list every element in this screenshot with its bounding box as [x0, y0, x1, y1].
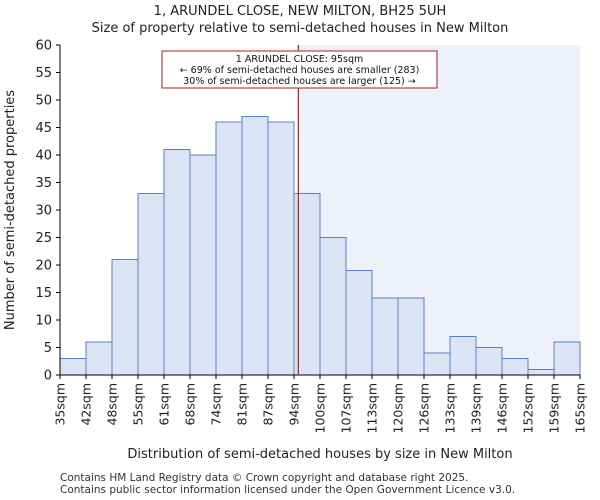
y-tick-label-0: 0 — [44, 369, 52, 384]
bar-42sqm — [85, 341, 113, 376]
y-tick-label-45: 45 — [35, 121, 52, 136]
x-tick-label-152sqm: 152sqm — [521, 383, 536, 433]
y-tick-label-15: 15 — [35, 286, 52, 301]
y-tick-label-50: 50 — [35, 94, 52, 109]
bar-35sqm — [59, 358, 87, 376]
x-tick-label-55sqm: 55sqm — [131, 383, 146, 426]
x-tick-label-68sqm: 68sqm — [183, 383, 198, 426]
bar-126sqm — [423, 352, 451, 376]
bar-48sqm — [111, 259, 139, 376]
x-tick-label-35sqm: 35sqm — [53, 383, 68, 426]
bar-81sqm — [241, 116, 269, 376]
y-tick-label-10: 10 — [35, 314, 52, 329]
x-tick-label-159sqm: 159sqm — [547, 383, 562, 433]
x-tick-label-139sqm: 139sqm — [469, 383, 484, 433]
y-tick-label-25: 25 — [35, 231, 52, 246]
x-tick-label-126sqm: 126sqm — [417, 383, 432, 433]
bar-100sqm — [319, 237, 347, 376]
annotation-box — [161, 50, 438, 89]
x-tick-label-87sqm: 87sqm — [261, 383, 276, 426]
bar-68sqm — [189, 154, 217, 376]
footer-line-1: Contains HM Land Registry data © Crown c… — [60, 472, 469, 484]
y-tick-label-40: 40 — [35, 149, 52, 164]
x-tick-label-100sqm: 100sqm — [313, 383, 328, 433]
x-axis-label: Distribution of semi-detached houses by … — [127, 447, 512, 462]
x-tick-label-165sqm: 165sqm — [573, 383, 588, 433]
x-tick-label-61sqm: 61sqm — [157, 383, 172, 426]
y-axis-label: Number of semi-detached properties — [3, 90, 18, 330]
y-tick-label-20: 20 — [35, 259, 52, 274]
annotation-line-3: 30% of semi-detached houses are larger (… — [183, 76, 416, 87]
x-tick-label-133sqm: 133sqm — [443, 383, 458, 433]
x-tick-label-81sqm: 81sqm — [235, 383, 250, 426]
x-tick-label-74sqm: 74sqm — [209, 383, 224, 426]
x-tick-label-113sqm: 113sqm — [365, 383, 380, 433]
chart-title: 1, ARUNDEL CLOSE, NEW MILTON, BH25 5UH — [153, 4, 447, 19]
bar-113sqm — [371, 297, 399, 376]
y-tick-label-35: 35 — [35, 176, 52, 191]
bar-146sqm — [501, 358, 529, 376]
bar-120sqm — [397, 297, 425, 376]
bar-107sqm — [345, 270, 373, 376]
bar-55sqm — [137, 193, 165, 376]
chart-subtitle: Size of property relative to semi-detach… — [91, 21, 509, 36]
bar-74sqm — [215, 121, 243, 376]
bar-159sqm — [553, 341, 581, 376]
x-tick-label-146sqm: 146sqm — [495, 383, 510, 433]
y-tick-label-30: 30 — [35, 204, 52, 219]
bar-139sqm — [475, 347, 503, 376]
bar-133sqm — [449, 336, 477, 376]
bar-61sqm — [163, 149, 191, 376]
footer-line-2: Contains public sector information licen… — [60, 484, 516, 496]
annotation-line-1: 1 ARUNDEL CLOSE: 95sqm — [236, 54, 364, 65]
y-tick-label-60: 60 — [35, 39, 52, 54]
annotation-line-2: ← 69% of semi-detached houses are smalle… — [180, 65, 420, 76]
y-tick-label-55: 55 — [35, 66, 52, 81]
x-tick-label-42sqm: 42sqm — [79, 383, 94, 426]
x-tick-label-107sqm: 107sqm — [339, 383, 354, 433]
bar-87sqm — [267, 121, 295, 376]
x-tick-label-48sqm: 48sqm — [105, 383, 120, 426]
bar-152sqm — [527, 369, 555, 376]
x-tick-label-120sqm: 120sqm — [391, 383, 406, 433]
x-tick-label-94sqm: 94sqm — [287, 383, 302, 426]
y-tick-label-5: 5 — [44, 341, 52, 356]
